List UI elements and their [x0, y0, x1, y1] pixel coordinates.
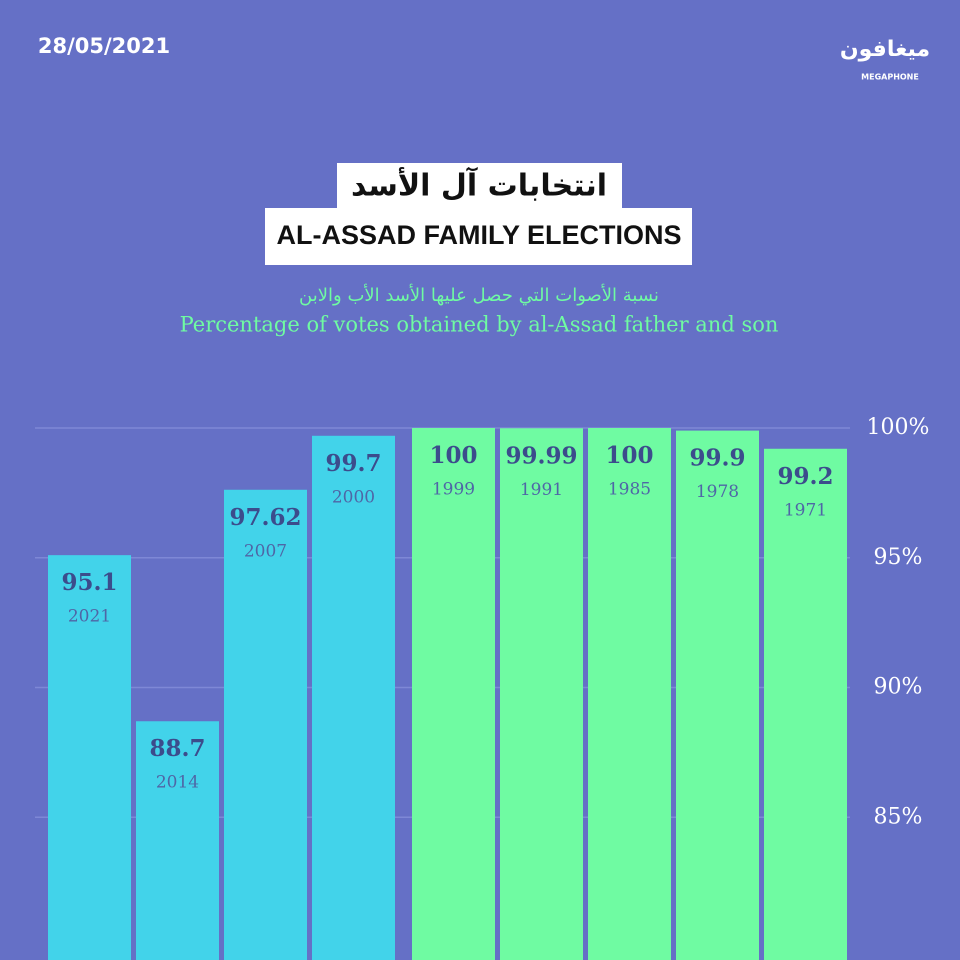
title-arabic: انتخابات آل الأسد — [351, 167, 607, 204]
title: AL-ASSAD FAMILY ELECTIONS — [276, 220, 681, 250]
y-tick-label: 90% — [874, 675, 923, 700]
category-label: 2007 — [244, 541, 287, 561]
bar — [312, 435, 395, 960]
bar — [48, 555, 131, 960]
bar — [224, 489, 307, 960]
date: 28/05/2021 — [38, 34, 170, 58]
category-label: 2021 — [68, 607, 111, 627]
bar — [136, 721, 219, 960]
value-label: 99.9 — [689, 445, 745, 472]
value-label: 99.7 — [325, 450, 381, 477]
y-tick-label: 85% — [874, 804, 923, 829]
category-label: 1999 — [432, 480, 475, 500]
bar — [412, 428, 495, 960]
category-label: 1985 — [608, 480, 651, 500]
category-label: 1978 — [696, 482, 739, 502]
bar — [764, 448, 847, 960]
subtitle-arabic: نسبة الأصوات التي حصل عليها الأسد الأب و… — [299, 284, 659, 306]
category-label: 1991 — [520, 480, 563, 500]
y-tick-label: 95% — [874, 545, 923, 570]
title-box — [265, 208, 692, 265]
bar — [676, 430, 759, 960]
value-label: 88.7 — [149, 735, 205, 762]
bar — [588, 428, 671, 960]
value-label: 100 — [605, 442, 653, 469]
category-label: 2014 — [156, 773, 199, 793]
logo-latin: MEGAPHONE — [861, 73, 919, 82]
value-label: 95.1 — [61, 569, 117, 596]
value-label: 99.2 — [777, 463, 833, 490]
bar — [500, 428, 583, 960]
category-label: 1971 — [784, 500, 827, 520]
subtitle: Percentage of votes obtained by al-Assad… — [180, 313, 779, 337]
value-label: 99.99 — [505, 442, 577, 469]
value-label: 100 — [429, 442, 477, 469]
y-tick-label: 100% — [867, 415, 930, 440]
logo-arabic: ميغافون — [840, 37, 930, 62]
value-label: 97.62 — [229, 504, 301, 531]
category-label: 2000 — [332, 487, 375, 507]
title-box — [337, 163, 622, 208]
